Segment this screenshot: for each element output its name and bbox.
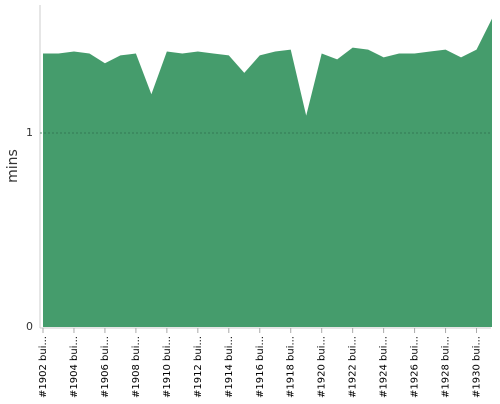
x-tick-label: #1914 bui... [224, 336, 235, 398]
y-tick-label: 0 [26, 320, 33, 333]
x-tick-label: #1926 bui... [410, 336, 421, 398]
y-tick-label: 1 [26, 126, 33, 139]
x-tick-label: #1916 bui... [255, 336, 266, 398]
area [43, 18, 492, 328]
x-tick-label: #1906 bui... [100, 336, 111, 398]
x-tick-label: #1922 bui... [348, 336, 359, 398]
x-tick-label: #1928 bui... [441, 336, 452, 398]
x-tick-label: #1910 bui... [162, 336, 173, 398]
x-tick-label: #1924 bui... [379, 336, 390, 398]
x-tick-label: #1920 bui... [317, 336, 328, 398]
x-tick-label: #1930 bui... [472, 336, 483, 398]
x-tick-label: #1902 bui... [38, 336, 49, 398]
x-tick-label: #1918 bui... [286, 336, 297, 398]
y-axis-label: mins [5, 149, 21, 183]
x-tick-label: #1908 bui... [131, 336, 142, 398]
x-tick-label: #1904 bui... [69, 336, 80, 398]
x-tick-label: #1912 bui... [193, 336, 204, 398]
